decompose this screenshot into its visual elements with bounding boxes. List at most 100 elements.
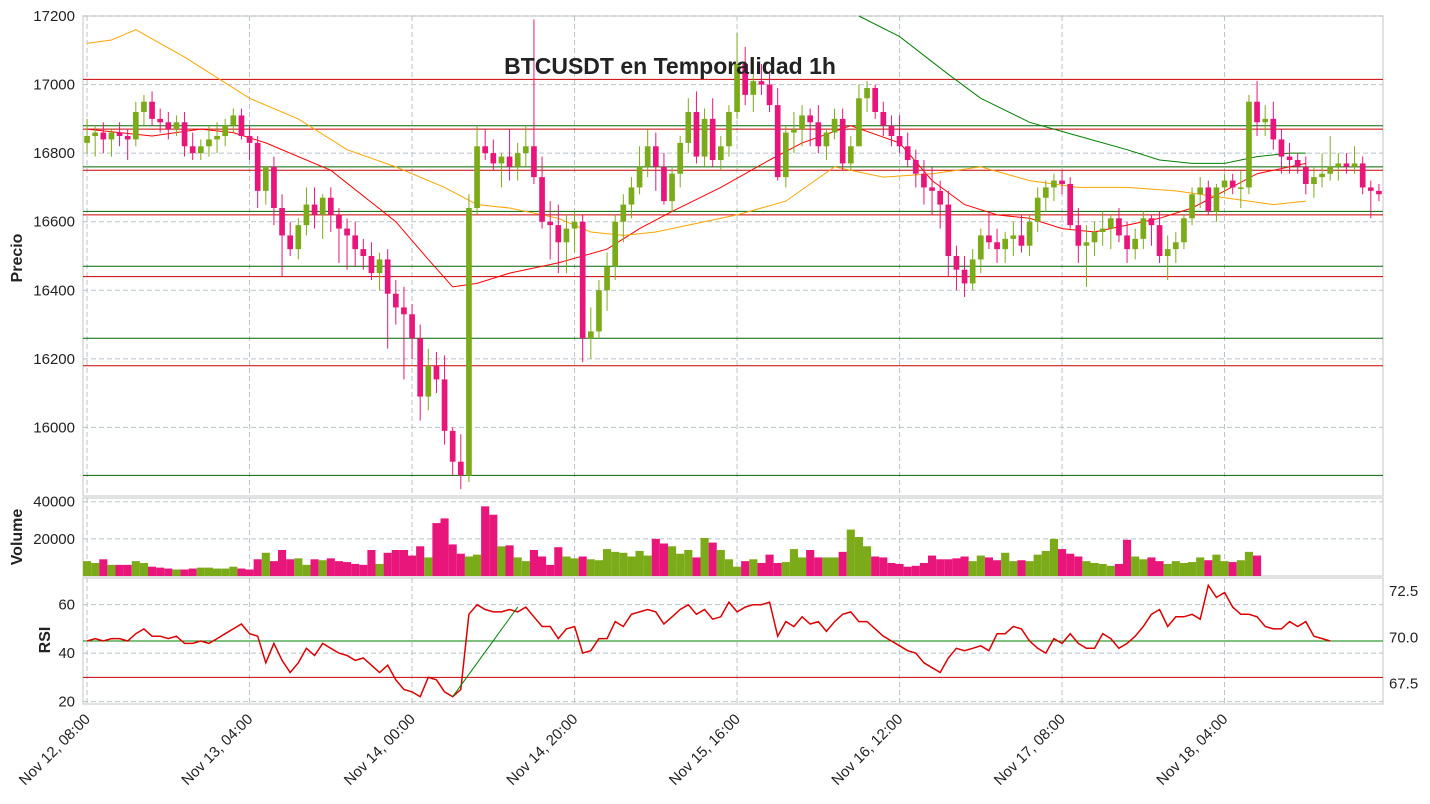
candle-body [1302, 166, 1309, 184]
candle-body [1229, 180, 1236, 188]
candle-body [1246, 101, 1252, 188]
candle-body [547, 221, 554, 226]
price-tick-label: 16800 [33, 145, 75, 162]
candle-body [953, 256, 960, 270]
candle-body [1270, 118, 1277, 140]
volume-bar [123, 564, 132, 576]
volume-bar [1025, 561, 1034, 576]
candle-body [880, 112, 887, 126]
rsi-right-tick-label: 72.5 [1389, 583, 1418, 600]
volume-bar [383, 552, 392, 576]
candle-body [791, 129, 797, 133]
volume-bar [91, 563, 100, 576]
volume-bar [887, 563, 896, 576]
volume-bar [229, 566, 238, 576]
candle-body [1067, 184, 1074, 226]
volume-bar [733, 566, 742, 576]
volume-bar [164, 568, 173, 576]
candle-body [498, 156, 505, 164]
volume-bar [1163, 563, 1172, 576]
volume-bar [749, 559, 758, 576]
volume-bar [497, 546, 506, 576]
candle-body [1359, 163, 1366, 188]
price-tick-label: 16600 [33, 214, 75, 231]
rsi-tick-label: 40 [58, 645, 75, 662]
volume-tick-label: 20000 [33, 531, 75, 548]
volume-bar [635, 550, 644, 576]
candle-body [1140, 218, 1147, 239]
volume-bar [416, 546, 425, 576]
candle-body [539, 177, 545, 222]
candle-body [604, 266, 610, 291]
volume-bar [676, 553, 685, 576]
volume-bar [586, 559, 595, 576]
candle-body [116, 132, 123, 136]
price-panel [82, 15, 1384, 497]
candle-body [571, 221, 578, 229]
candle-body [1116, 218, 1122, 236]
volume-bar [814, 557, 823, 576]
volume-bar [806, 550, 815, 576]
volume-bar [261, 552, 270, 576]
candle-body [1197, 187, 1204, 195]
chart-panels [82, 15, 1384, 705]
candle-body [100, 132, 107, 140]
candle-body [384, 259, 391, 294]
volume-bar [83, 561, 92, 576]
candle-body [986, 235, 992, 243]
volume-axis-label: Volume [9, 509, 26, 566]
candle-body [1124, 235, 1130, 250]
volume-bar [1001, 552, 1010, 576]
candle-body [165, 122, 172, 130]
candle-body [717, 146, 724, 160]
rsi-line [86, 583, 1331, 698]
candle-body [287, 235, 294, 250]
candle-body [417, 338, 424, 397]
candle-body [1262, 118, 1269, 123]
volume-bar [903, 566, 912, 576]
volume-bar [1179, 563, 1188, 576]
candle-body [1132, 238, 1139, 250]
candle-body [1156, 225, 1163, 256]
volume-bar [432, 523, 441, 576]
candles [84, 19, 1382, 490]
candle-body [157, 118, 164, 123]
volume-bar [944, 559, 953, 576]
candle-body [669, 173, 675, 202]
candle-body [782, 132, 789, 178]
candle-body [1221, 180, 1228, 188]
volume-bar [1106, 565, 1115, 576]
volume-bar [765, 554, 774, 576]
candle-body [409, 314, 415, 339]
candle-body [1327, 166, 1334, 174]
volume-bar [993, 560, 1002, 576]
rsi-axis-label: RSI [37, 627, 54, 654]
volume-bar [481, 506, 490, 576]
rsi-right-tick-label: 70.0 [1389, 629, 1418, 646]
candle-body [555, 225, 562, 243]
candle-body [758, 81, 765, 85]
candle-body [238, 115, 245, 136]
volume-bar [911, 565, 920, 576]
volume-bar [424, 557, 433, 576]
candle-body [303, 204, 310, 226]
volume-bar [1066, 553, 1075, 576]
candle-body [311, 204, 318, 215]
volume-bar [871, 556, 880, 576]
volume-bar [863, 546, 872, 576]
candle-body [709, 118, 716, 160]
volume-bar [659, 543, 668, 576]
candle-body [368, 256, 375, 274]
candle-body [750, 81, 757, 95]
volume-bar [473, 554, 482, 576]
price-tick-label: 16200 [33, 351, 75, 368]
candle-body [774, 105, 781, 178]
volume-bar [505, 545, 514, 576]
volume-bar [684, 550, 693, 576]
volume-bar [286, 559, 295, 576]
volume-bar [708, 542, 717, 576]
price-tick-label: 16400 [33, 282, 75, 299]
volume-bar [798, 557, 807, 576]
candle-body [531, 146, 537, 178]
candle-body [1107, 218, 1114, 229]
